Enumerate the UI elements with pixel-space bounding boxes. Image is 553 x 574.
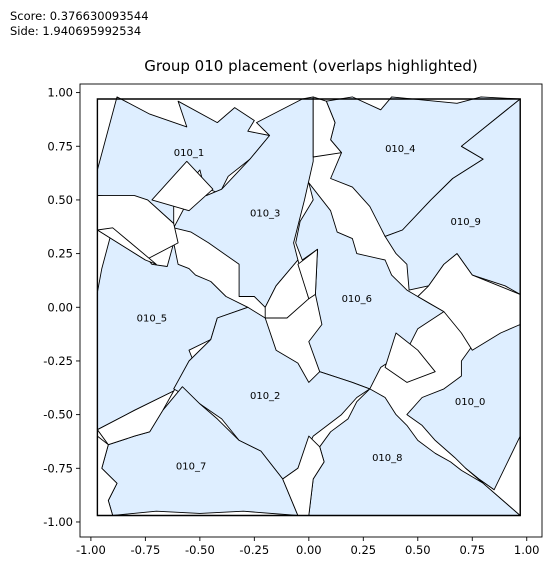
y-tick-label: -1.00 bbox=[43, 515, 73, 529]
y-tick-label: 0.75 bbox=[47, 139, 73, 153]
y-tick-label: 0.25 bbox=[47, 247, 73, 261]
x-tick-label: 0.00 bbox=[296, 543, 322, 557]
shape-unlabeled-12 bbox=[96, 227, 157, 265]
shape-label: 010_7 bbox=[176, 462, 206, 473]
shape-010_6 bbox=[295, 182, 445, 390]
shape-010_3 bbox=[173, 96, 314, 308]
shape-unlabeled-19 bbox=[96, 435, 118, 516]
bounding-square bbox=[96, 98, 521, 517]
x-tick-label: -0.25 bbox=[239, 543, 269, 557]
x-tick-label: 1.00 bbox=[514, 543, 540, 557]
shape-unlabeled-13 bbox=[312, 96, 342, 158]
x-tick-label: 0.75 bbox=[459, 543, 485, 557]
shape-label: 010_1 bbox=[174, 148, 204, 159]
shape-label: 010_4 bbox=[385, 144, 415, 155]
y-tick-label: 0.00 bbox=[47, 300, 73, 314]
shape-label: 010_5 bbox=[137, 314, 167, 325]
shape-label: 010_8 bbox=[372, 453, 402, 464]
x-tick-label: 0.25 bbox=[350, 543, 376, 557]
bounding-square-outline bbox=[96, 98, 521, 517]
score-summary: Score: 0.376630093544 Side: 1.9406959925… bbox=[10, 9, 149, 39]
x-tick-label: 0.50 bbox=[405, 543, 431, 557]
shape-label: 010_2 bbox=[250, 391, 280, 402]
plot-frame bbox=[79, 83, 543, 538]
x-axis-ticks: -1.00 -0.75 -0.50 -0.25 0.00 0.25 0.50 0.75 1.00 bbox=[76, 537, 540, 557]
shape-unlabeled-20 bbox=[282, 435, 325, 516]
x-tick-label: -1.00 bbox=[76, 543, 106, 557]
shape-unlabeled-17 bbox=[384, 332, 436, 383]
shape-label: 010_9 bbox=[450, 217, 480, 228]
y-axis-ticks: 1.00 0.75 0.50 0.25 0.00 -0.25 -0.50 -0.75 -1.00 bbox=[43, 86, 80, 529]
shape-unlabeled-16 bbox=[417, 253, 521, 351]
shape-010_9 bbox=[384, 98, 521, 295]
y-tick-label: 0.50 bbox=[47, 193, 73, 207]
chart-title: Group 010 placement (overlaps highlighte… bbox=[144, 57, 478, 75]
x-tick-label: -0.50 bbox=[185, 543, 215, 557]
y-tick-label: -0.25 bbox=[43, 354, 73, 368]
shape-unlabeled-18 bbox=[96, 390, 175, 446]
y-tick-label: -0.50 bbox=[43, 408, 73, 422]
y-tick-label: 1.00 bbox=[47, 86, 73, 100]
side-line: Side: 1.940695992534 bbox=[10, 24, 142, 38]
shape-label: 010_0 bbox=[455, 397, 485, 408]
shape-unlabeled-10 bbox=[151, 160, 214, 212]
shapes-layer bbox=[96, 96, 521, 516]
shape-label: 010_6 bbox=[342, 294, 372, 305]
x-tick-label: -0.75 bbox=[131, 543, 161, 557]
shape-labels: 010_1 010_3 010_4 010_9 010_6 010_5 010_2 010_7… bbox=[137, 144, 486, 473]
shape-label: 010_3 bbox=[250, 208, 280, 219]
y-tick-label: -0.75 bbox=[43, 461, 73, 475]
shape-unlabeled-15 bbox=[297, 248, 318, 300]
score-line: Score: 0.376630093544 bbox=[10, 9, 149, 23]
